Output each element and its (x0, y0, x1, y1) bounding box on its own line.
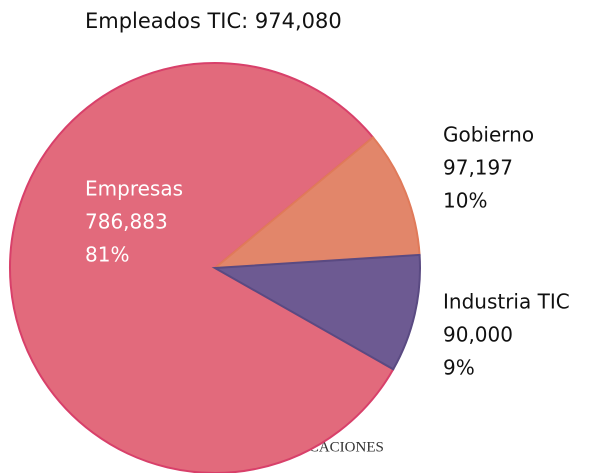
pie-slice (211, 253, 421, 371)
slice-percent: 81% (85, 243, 129, 267)
labels: Empresas 786,883 81% Gobierno 97,197 10% Indus… (85, 123, 570, 380)
chart-title: Empleados TIC: 974,080 (85, 9, 342, 33)
slice-percent: 9% (443, 356, 475, 380)
slice-percent: 10% (443, 189, 487, 213)
slice-value: 97,197 (443, 156, 513, 180)
slice-name: Gobierno (443, 123, 534, 147)
slice-name: Empresas (85, 177, 183, 201)
slice-value: 90,000 (443, 323, 513, 347)
slice-value: 786,883 (85, 210, 168, 234)
pie (9, 62, 421, 473)
pie-slice (211, 135, 421, 270)
pie-slice (9, 62, 395, 473)
slice-name: Industria TIC (443, 290, 570, 314)
